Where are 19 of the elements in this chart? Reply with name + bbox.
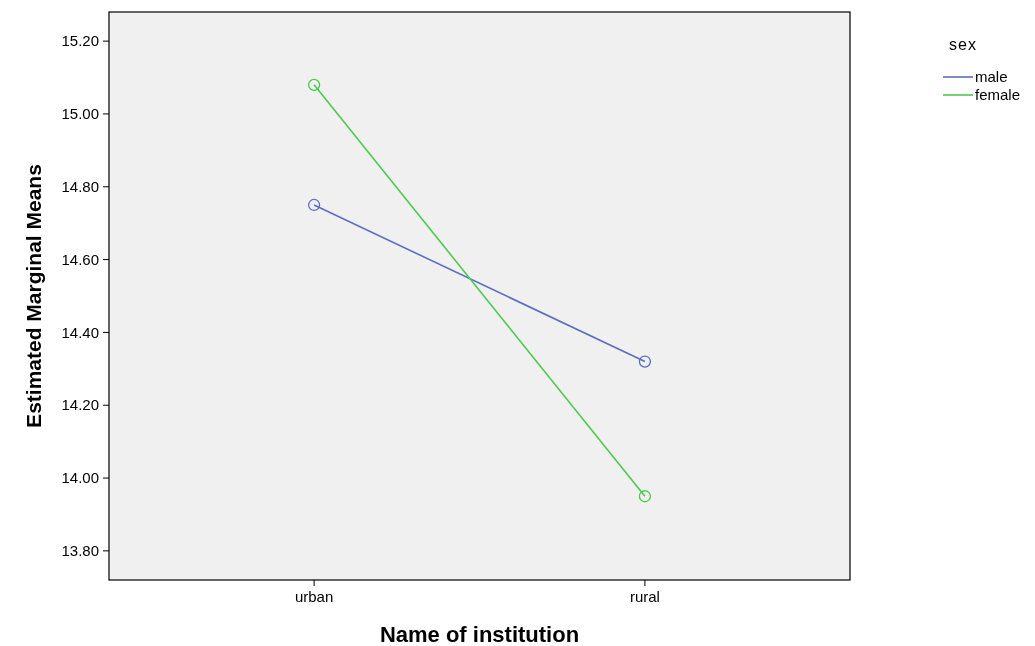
legend-label: male <box>975 68 1008 86</box>
y-tick-label: 13.80 <box>61 542 99 560</box>
point <box>307 198 321 212</box>
y-tick-label: 14.40 <box>61 323 99 341</box>
y-axis-title: Estimated Marginal Means <box>22 164 45 428</box>
legend-title: sex <box>949 36 977 53</box>
y-tick-label: 15.20 <box>61 32 99 50</box>
y-tick-label: 14.00 <box>61 469 99 487</box>
point <box>638 355 652 368</box>
y-tick-label: 14.20 <box>61 396 99 414</box>
point <box>638 490 652 503</box>
y-tick-label: 15.00 <box>61 105 99 123</box>
legend-label: female <box>975 86 1021 104</box>
x-axis-title: Name of institution <box>379 622 580 646</box>
x-tick-label: urban <box>294 588 334 605</box>
point <box>307 78 321 91</box>
y-tick-label: 14.60 <box>61 250 99 268</box>
y-tick-label: 14.80 <box>61 178 99 196</box>
x-tick-label: rural <box>629 588 660 605</box>
